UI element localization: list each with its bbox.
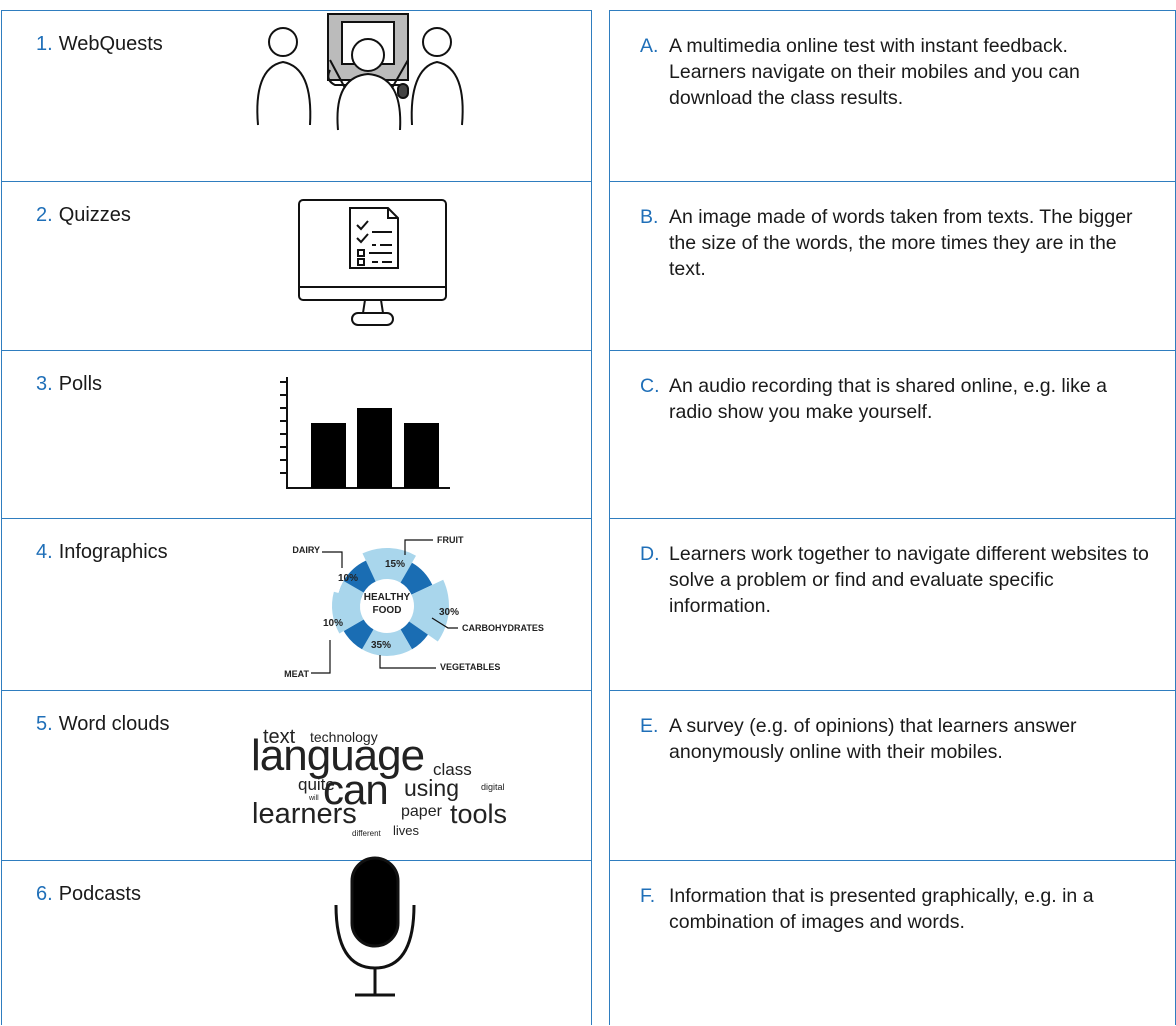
term-row: 2. Quizzes [2, 182, 591, 351]
donut-center-label: HEALTHY [364, 592, 411, 603]
segment-name: VEGETABLES [440, 662, 500, 672]
term-row: 1. WebQuests [2, 11, 591, 182]
cloud-word: tools [450, 799, 507, 829]
infographic: HEALTHY FOOD 10% DAIRY 15% FRUIT 30%CARBOHYDRA… [284, 535, 544, 679]
donut-segment [409, 579, 449, 642]
term-label: WebQuests [58, 33, 163, 55]
definition-letter: C. [640, 375, 660, 397]
segment-name: CARBOHYDRATES [462, 623, 544, 633]
podcast-illustration [334, 856, 416, 997]
illustrations: HEALTHY FOOD 10% DAIRY 15% FRUIT 30%CARBOHYDRA… [251, 13, 544, 997]
poll-illustration [280, 377, 450, 489]
cloud-word: text [263, 726, 296, 748]
cloud-word: quite [298, 775, 335, 794]
definition-text: Information that is presented graphicall… [669, 885, 1094, 933]
cloud-word: can [323, 766, 388, 813]
definition-text: Learners work together to navigate diffe… [669, 543, 1149, 617]
definition-letter: A. [640, 35, 659, 57]
webquests-illustration [256, 13, 464, 131]
segment-share: 15% [385, 559, 405, 570]
donut-segment [337, 581, 364, 611]
segment-name: FRUIT [437, 535, 464, 545]
quiz-illustration [298, 199, 447, 326]
definition: A. A multimedia online test with instant … [640, 33, 1149, 111]
segment-share: 30% [439, 607, 459, 618]
definition: C. An audio recording that is shared onli… [640, 373, 1149, 425]
term-label: Podcasts [58, 883, 141, 905]
leader-line [322, 551, 343, 568]
cloud-word: learners [252, 798, 357, 830]
leader-line [404, 539, 433, 555]
term: 5. Word clouds [36, 713, 169, 736]
definition-row: B. An image made of words taken from text… [610, 182, 1175, 351]
term-number: 4. [36, 541, 53, 563]
term-row: 6. Podcasts [2, 861, 591, 1026]
cloud-word: digital [481, 782, 505, 792]
definitions-table: A. A multimedia online test with instant … [609, 10, 1176, 1025]
term: 1. WebQuests [36, 33, 163, 56]
term: 2. Quizzes [36, 204, 131, 227]
definition-text: An image made of words taken from texts.… [669, 206, 1133, 280]
term: 3. Polls [36, 373, 102, 396]
cloud-word: technology [310, 729, 378, 745]
term-number: 6. [36, 883, 53, 905]
donut-segment [400, 562, 433, 595]
term-row: 5. Word clouds [2, 691, 591, 861]
term-number: 3. [36, 373, 53, 395]
definition: B. An image made of words taken from text… [640, 204, 1149, 282]
term-number: 2. [36, 204, 53, 226]
definition-row: E. A survey (e.g. of opinions) that learn… [610, 691, 1175, 861]
definition-text: A survey (e.g. of opinions) that learner… [669, 715, 1077, 763]
definition-row: D. Learners work together to navigate dif… [610, 519, 1175, 691]
term-label: Quizzes [58, 204, 131, 226]
segment-share: 10% [323, 618, 343, 629]
segment-name: MEAT [284, 669, 309, 679]
definition-row: C. An audio recording that is shared onli… [610, 351, 1175, 519]
segment-share: 35% [371, 640, 391, 651]
leader-line [311, 640, 331, 674]
terms-table: 1. WebQuests 2. Quizzes 3. Polls 4. Infographic… [1, 10, 592, 1025]
term-row: 3. Polls [2, 351, 591, 519]
term-label: Infographics [58, 541, 168, 563]
definition-letter: D. [640, 543, 660, 565]
cloud-word: paper [401, 803, 443, 820]
leader-line [379, 655, 436, 669]
leader-line [431, 617, 458, 629]
term-number: 5. [36, 713, 53, 735]
segment-name: DAIRY [292, 545, 320, 555]
definition-letter: B. [640, 206, 659, 228]
cloud-word: language [251, 731, 424, 780]
cloud-word: will [308, 795, 319, 802]
segment-share: 10% [338, 573, 358, 584]
definition-letter: F. [640, 885, 656, 907]
cloud-word: different [352, 829, 382, 838]
donut-center-label: FOOD [373, 605, 402, 616]
cloud-word: class [433, 760, 472, 779]
term-label: Word clouds [58, 713, 170, 735]
definition: E. A survey (e.g. of opinions) that learn… [640, 713, 1149, 765]
donut-segment [400, 621, 428, 650]
donut-segment [343, 619, 374, 650]
donut-segment [362, 548, 416, 583]
term-row: 4. Infographics [2, 519, 591, 691]
definition: F. Information that is presented graphica… [640, 883, 1149, 935]
definition-letter: E. [640, 715, 659, 737]
definition-text: A multimedia online test with instant fe… [669, 35, 1080, 109]
definition: D. Learners work together to navigate dif… [640, 541, 1149, 619]
term: 6. Podcasts [36, 883, 141, 906]
donut-segment [362, 629, 412, 656]
term-label: Polls [58, 373, 103, 395]
term-number: 1. [36, 33, 53, 55]
definition-row: F. Information that is presented graphica… [610, 861, 1175, 1026]
cloud-word: lives [393, 823, 420, 838]
definition-text: An audio recording that is shared online… [669, 375, 1107, 423]
definition-row: A. A multimedia online test with instant … [610, 11, 1175, 182]
cloud-word: using [404, 775, 459, 801]
donut-segment [343, 560, 376, 593]
term: 4. Infographics [36, 541, 168, 564]
